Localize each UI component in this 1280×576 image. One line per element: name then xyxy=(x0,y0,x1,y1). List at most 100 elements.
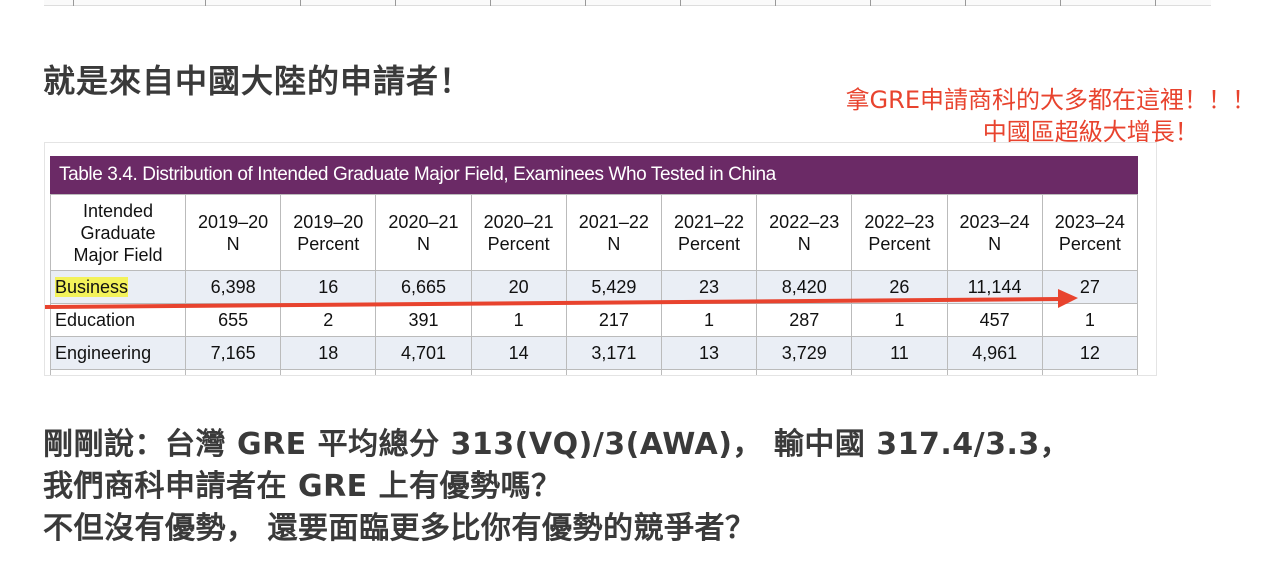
value-cell: 5,429 xyxy=(565,270,662,304)
red-arrow xyxy=(45,289,1078,309)
value-cell: 3,171 xyxy=(565,336,662,370)
table-title: Table 3.4. Distribution of Intended Grad… xyxy=(50,156,1138,194)
column-header: 2022–23 Percent xyxy=(851,194,948,271)
column-header-line: N xyxy=(416,233,430,254)
cell-text: 3,729 xyxy=(781,342,827,363)
column-header-line: Percent xyxy=(1058,233,1121,254)
annotation: 拿GRE申請商科的大多都在這裡！！！ 中國區超級大增長！ xyxy=(846,84,1256,148)
column-header-line: 2022–23 xyxy=(769,211,840,232)
cell-text: 18 xyxy=(318,342,339,363)
cell-text: 1 xyxy=(894,309,905,330)
cell-text: 5,429 xyxy=(591,276,637,297)
cell-text: 217 xyxy=(598,309,629,330)
cell-text: 1 xyxy=(1084,309,1095,330)
cell-text: 23 xyxy=(699,276,720,297)
column-header: 2020–21 N xyxy=(375,194,472,271)
column-header-line: 2022–23 xyxy=(864,211,935,232)
cell-text: 16 xyxy=(318,276,339,297)
body-text: 剛剛說：台灣 GRE 平均總分 313(VQ)/3(AWA)， 輸中國 317.… xyxy=(43,424,1070,550)
column-header-line: 2019–20 xyxy=(293,211,364,232)
column-header-line: Major Field xyxy=(73,244,163,265)
value-cell: 6,665 xyxy=(375,270,472,304)
value-cell: 16 xyxy=(280,270,377,304)
column-header-line: 2023–24 xyxy=(959,211,1030,232)
column-header-line: 2019–20 xyxy=(198,211,269,232)
column-header: 2023–24 Percent xyxy=(1041,194,1139,271)
value-cell: 7,165 xyxy=(184,336,282,370)
column-header-line: N xyxy=(607,233,621,254)
cell-text: 6,398 xyxy=(210,276,256,297)
cell-text: 655 xyxy=(218,309,249,330)
column-header: 2022–23 N xyxy=(756,194,853,271)
column-header-line: N xyxy=(797,233,811,254)
value-cell: 11 xyxy=(851,336,948,370)
value-cell: 20 xyxy=(470,270,567,304)
cell-text: 3,171 xyxy=(591,342,637,363)
cell-text: 20 xyxy=(508,276,529,297)
value-cell: 8,420 xyxy=(756,270,853,304)
field-cell: Business xyxy=(50,270,186,304)
value-cell: 4,701 xyxy=(375,336,472,370)
value-cell: 18 xyxy=(280,336,377,370)
column-header-line: Percent xyxy=(487,233,550,254)
body-line-3: 不但沒有優勢， 還要面臨更多比你有優勢的競爭者？ xyxy=(43,511,756,546)
cell-text: 12 xyxy=(1079,342,1100,363)
heading: 就是來自中國大陸的申請者！ xyxy=(43,62,473,100)
cell-text: Education xyxy=(55,309,136,330)
value-cell: 287 xyxy=(756,303,853,337)
table-row: Business 6,398 16 6,665 20 5,429 23 8,420 26 11,1… xyxy=(50,270,1139,304)
cell-text: 8,420 xyxy=(781,276,827,297)
value-cell: 655 xyxy=(184,303,282,337)
cell-text: 1 xyxy=(513,309,524,330)
cell-text: 7,165 xyxy=(210,342,256,363)
body-line-2: 我們商科申請者在 GRE 上有優勢嗎？ xyxy=(43,469,562,504)
value-cell: 391 xyxy=(375,303,472,337)
cell-text: 26 xyxy=(889,276,910,297)
column-header: 2023–24 N xyxy=(946,194,1043,271)
column-header-line: N xyxy=(988,233,1002,254)
value-cell: 12 xyxy=(1041,336,1139,370)
column-header-line: Percent xyxy=(678,233,741,254)
cell-text: Engineering xyxy=(55,342,152,363)
value-cell: 14 xyxy=(470,336,567,370)
table-row: Engineering 7,165 18 4,701 14 3,171 13 3,729 11 4… xyxy=(50,336,1139,370)
cell-text: 6,665 xyxy=(400,276,446,297)
cell-text: 4,961 xyxy=(972,342,1018,363)
column-header-line: Percent xyxy=(868,233,931,254)
value-cell: 3,729 xyxy=(756,336,853,370)
cell-text: 11,144 xyxy=(967,276,1022,297)
column-header-line: N xyxy=(226,233,240,254)
cell-text: Business xyxy=(55,276,129,297)
cell-text: 14 xyxy=(508,342,529,363)
table-row: Education 655 2 391 1 217 1 287 1 457 1 xyxy=(50,303,1139,337)
table-screenshot: Table 3.4. Distribution of Intended Grad… xyxy=(44,142,1157,376)
value-cell: 23 xyxy=(660,270,758,304)
cell-text: 27 xyxy=(1079,276,1100,297)
column-header-line: Intended xyxy=(82,200,154,221)
column-header-line: 2020–21 xyxy=(388,211,459,232)
column-header-line: Percent xyxy=(297,233,360,254)
body-line-1: 剛剛說：台灣 GRE 平均總分 313(VQ)/3(AWA)， 輸中國 317.… xyxy=(43,427,1071,462)
column-header: Intended Graduate Major Field xyxy=(50,194,186,271)
field-cell: Engineering xyxy=(50,336,186,370)
cell-text: 2 xyxy=(323,309,334,330)
column-header-line: 2023–24 xyxy=(1054,211,1125,232)
annotation-line-1: 拿GRE申請商科的大多都在這裡！！！ xyxy=(845,86,1256,114)
cell-text: 13 xyxy=(699,342,720,363)
column-header-line: 2020–21 xyxy=(483,211,554,232)
table-row-partial xyxy=(50,369,1139,375)
partial-table-row xyxy=(44,0,1211,6)
column-header: 2021–22 Percent xyxy=(660,194,758,271)
column-header: 2021–22 N xyxy=(565,194,662,271)
column-header-line: 2021–22 xyxy=(578,211,649,232)
cell-text: 391 xyxy=(408,309,439,330)
cell-text: 1 xyxy=(704,309,715,330)
cell-text: 11 xyxy=(890,342,909,363)
column-header-line: 2021–22 xyxy=(673,211,745,232)
column-header: 2019–20 Percent xyxy=(280,194,377,271)
annotation-line-2: 中國區超級大增長！ xyxy=(982,118,1199,146)
value-cell: 4,961 xyxy=(946,336,1043,370)
cell-text: 457 xyxy=(979,309,1010,330)
value-cell: 457 xyxy=(946,303,1043,337)
column-header-line: Graduate xyxy=(80,222,156,243)
